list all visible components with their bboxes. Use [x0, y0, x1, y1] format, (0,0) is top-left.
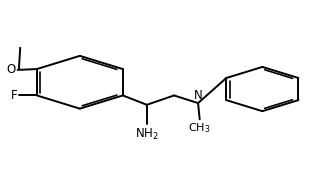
Text: N: N	[194, 89, 203, 102]
Text: CH$_3$: CH$_3$	[188, 121, 211, 135]
Text: O: O	[7, 63, 16, 76]
Text: F: F	[11, 89, 18, 102]
Text: NH$_2$: NH$_2$	[135, 126, 159, 142]
